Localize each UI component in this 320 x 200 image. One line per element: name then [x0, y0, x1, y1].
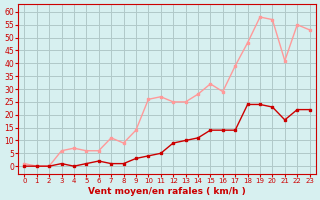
X-axis label: Vent moyen/en rafales ( km/h ): Vent moyen/en rafales ( km/h )	[88, 187, 246, 196]
